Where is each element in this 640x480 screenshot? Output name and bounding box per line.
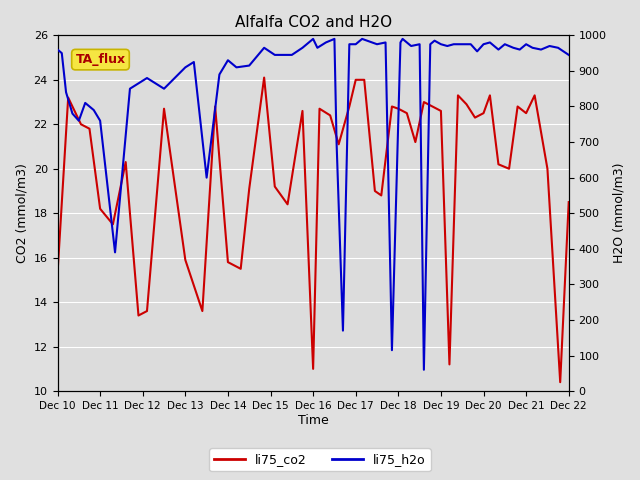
Y-axis label: H2O (mmol/m3): H2O (mmol/m3) [612,163,625,264]
Y-axis label: CO2 (mmol/m3): CO2 (mmol/m3) [15,163,28,263]
Legend: li75_co2, li75_h2o: li75_co2, li75_h2o [209,448,431,471]
X-axis label: Time: Time [298,414,328,427]
Text: TA_flux: TA_flux [76,53,125,66]
Title: Alfalfa CO2 and H2O: Alfalfa CO2 and H2O [235,15,392,30]
